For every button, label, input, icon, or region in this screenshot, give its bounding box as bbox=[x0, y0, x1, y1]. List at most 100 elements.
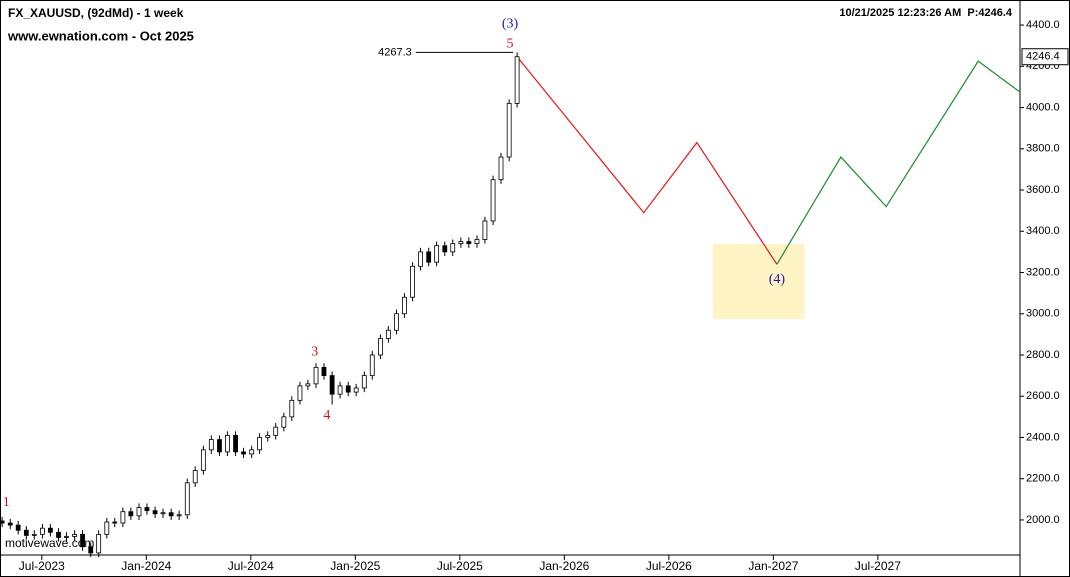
candle-body bbox=[23, 529, 29, 536]
candle-body bbox=[168, 512, 174, 517]
candle-body bbox=[184, 482, 190, 516]
candle-body bbox=[80, 533, 85, 548]
candle-body bbox=[72, 533, 78, 537]
candle-body bbox=[40, 527, 45, 535]
candle-body bbox=[361, 375, 367, 389]
x-tick-label: Jul-2027 bbox=[855, 559, 901, 573]
wave-label: 3 bbox=[311, 344, 318, 359]
candle-body bbox=[241, 451, 246, 455]
candle-body bbox=[136, 507, 142, 517]
candle-body bbox=[152, 510, 158, 515]
candle-body bbox=[321, 366, 327, 377]
candle-body bbox=[498, 156, 504, 181]
candle-body bbox=[378, 338, 383, 356]
candle-body bbox=[257, 437, 262, 451]
x-tick-label: Jul-2026 bbox=[646, 559, 692, 573]
candle-body bbox=[96, 533, 102, 554]
projection-line bbox=[776, 60, 1021, 265]
candle-body bbox=[88, 546, 94, 554]
x-tick-label: Jul-2024 bbox=[228, 559, 274, 573]
candle-body bbox=[313, 366, 319, 385]
x-tick-label: Jul-2023 bbox=[19, 559, 65, 573]
y-tick-label: 3800.0 bbox=[1026, 143, 1060, 155]
candle-body bbox=[64, 536, 69, 538]
candle-body bbox=[442, 245, 448, 253]
watermark: motivewave.com bbox=[5, 536, 94, 550]
y-tick-label: 2000.0 bbox=[1026, 514, 1060, 526]
candle-body bbox=[466, 241, 472, 245]
candle-body bbox=[208, 439, 214, 451]
candle-body bbox=[474, 239, 480, 245]
y-tick-label: 2800.0 bbox=[1026, 349, 1060, 361]
wave-label: 5 bbox=[507, 36, 514, 51]
candle-body bbox=[353, 387, 359, 393]
y-tick-label: 4000.0 bbox=[1026, 101, 1060, 113]
candle-body bbox=[369, 354, 375, 377]
candle-body bbox=[450, 243, 456, 253]
candle-body bbox=[434, 245, 440, 263]
y-tick-label: 2400.0 bbox=[1026, 431, 1060, 443]
wave-label: (3) bbox=[502, 16, 519, 31]
candle-body bbox=[273, 426, 279, 436]
wave-label: 4 bbox=[323, 408, 330, 423]
candle-body bbox=[31, 533, 37, 536]
wave-label: 1 bbox=[3, 495, 10, 510]
x-tick-label: Jan-2026 bbox=[539, 559, 589, 573]
candle-body bbox=[192, 470, 198, 484]
candle-body bbox=[233, 435, 238, 453]
candle-body bbox=[490, 179, 496, 222]
high-label: 4267.3 bbox=[378, 46, 412, 58]
candle-body bbox=[385, 329, 391, 339]
candle-body bbox=[7, 522, 13, 526]
candle-body bbox=[329, 375, 335, 395]
y-tick-label: 3400.0 bbox=[1026, 225, 1060, 237]
x-tick-label: Jan-2024 bbox=[121, 559, 171, 573]
candle-body bbox=[337, 385, 343, 395]
candle-body bbox=[217, 439, 222, 453]
price-tag-box bbox=[1021, 48, 1069, 66]
candle-body bbox=[47, 527, 53, 533]
candle-body bbox=[176, 514, 182, 517]
y-tick-label: 3600.0 bbox=[1026, 184, 1060, 196]
candle-body bbox=[289, 399, 295, 418]
target-zone bbox=[712, 244, 805, 319]
x-tick-label: Jul-2025 bbox=[437, 559, 483, 573]
candle-body bbox=[104, 521, 110, 535]
x-tick-label: Jan-2025 bbox=[330, 559, 380, 573]
candle-body bbox=[297, 385, 303, 401]
candle-body bbox=[265, 435, 271, 438]
candle-body bbox=[0, 520, 5, 524]
candle-body bbox=[506, 103, 512, 158]
candle-body bbox=[305, 383, 311, 387]
candle-body bbox=[281, 416, 287, 428]
candle-body bbox=[482, 220, 488, 240]
candle-body bbox=[458, 241, 464, 245]
candle-body bbox=[112, 521, 118, 524]
candle-body bbox=[56, 531, 61, 538]
plot: (3) 5 1 3 4 (4) 4267.3 bbox=[0, 16, 1021, 558]
candle-body bbox=[394, 313, 399, 331]
candle-body bbox=[514, 56, 520, 104]
y-tick-label: 2600.0 bbox=[1026, 390, 1060, 402]
candle-body bbox=[120, 511, 126, 524]
wave-label: (4) bbox=[769, 272, 786, 287]
candle-body bbox=[410, 265, 415, 298]
candle-body bbox=[426, 251, 432, 263]
chart-title: FX_XAUUSD, (92dMd) - 1 week bbox=[8, 6, 184, 20]
candle-body bbox=[345, 385, 351, 393]
x-tick-label: Jan-2027 bbox=[748, 559, 798, 573]
candle-body bbox=[402, 296, 407, 315]
candle-body bbox=[225, 435, 230, 453]
candle-body bbox=[418, 251, 423, 267]
y-tick-label: 4400.0 bbox=[1026, 19, 1060, 31]
candle-body bbox=[128, 511, 134, 517]
candle-body bbox=[144, 507, 150, 512]
projection-line bbox=[516, 56, 778, 265]
chart-subtitle: www.ewnation.com - Oct 2025 bbox=[7, 28, 194, 43]
y-tick-label: 2200.0 bbox=[1026, 473, 1060, 485]
candle-body bbox=[160, 512, 166, 515]
y-tick-label: 3200.0 bbox=[1026, 266, 1060, 278]
timestamp: 10/21/2025 12:23:26 AM P:4246.4 bbox=[839, 7, 1013, 19]
